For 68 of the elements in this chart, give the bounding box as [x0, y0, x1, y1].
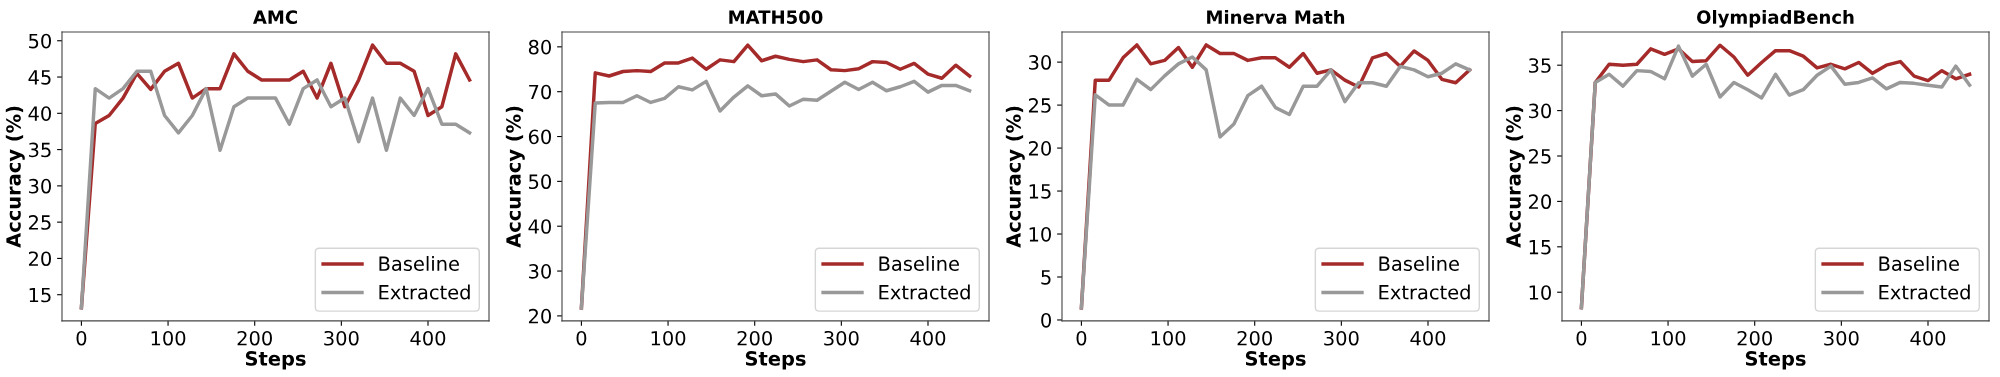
x-axis-title: Steps: [1245, 351, 1306, 370]
chart-title: AMC: [252, 10, 297, 24]
x-tick-label: 0: [76, 330, 87, 346]
y-tick-label: 50: [29, 33, 51, 49]
y-tick-label: 10: [1029, 226, 1051, 242]
x-tick-label: 400: [1910, 330, 1946, 346]
x-tick-label: 100: [151, 330, 186, 346]
x-axis-title: Steps: [1745, 351, 1806, 370]
y-tick-label: 25: [1528, 148, 1551, 164]
x-tick-label: 200: [1237, 330, 1272, 346]
y-tick-label: 15: [1529, 240, 1551, 255]
legend-label: Extracted: [879, 284, 970, 300]
y-tick-label: 45: [28, 70, 51, 85]
x-tick-label: 400: [1410, 330, 1446, 346]
x-axis-title: Steps: [745, 351, 806, 370]
y-tick-label: 20: [28, 251, 51, 267]
y-tick-label: 40: [528, 219, 551, 234]
y-tick-label: 20: [1028, 141, 1051, 156]
y-tick-label: 0: [1041, 312, 1051, 328]
y-tick-label: 10: [1529, 285, 1551, 300]
y-tick-label: 15: [29, 287, 51, 303]
x-tick-label: 200: [237, 330, 272, 346]
y-tick-label: 20: [1528, 194, 1551, 210]
x-axis-title: Steps: [245, 351, 306, 370]
x-tick-label: 0: [1576, 330, 1587, 346]
x-tick-label: 0: [576, 330, 587, 346]
chart-title: MATH500: [729, 10, 823, 24]
y-tick-label: 30: [29, 178, 51, 194]
x-tick-label: 300: [824, 330, 859, 346]
x-tick-label: 0: [1076, 330, 1087, 346]
x-tick-label: 100: [1651, 330, 1686, 346]
y-axis-title: Accuracy (%): [5, 106, 25, 248]
legend-label: Baseline: [379, 255, 459, 272]
y-tick-label: 15: [1029, 184, 1051, 199]
x-tick-label: 400: [410, 330, 446, 346]
chart-title: Minerva Math: [1207, 9, 1345, 24]
legend-label: Extracted: [379, 284, 470, 300]
x-tick-label: 300: [1824, 330, 1859, 346]
y-tick-label: 35: [1529, 58, 1551, 73]
y-tick-label: 25: [28, 215, 51, 230]
y-tick-label: 30: [1529, 103, 1551, 119]
chart-title: OlympiadBench: [1697, 9, 1854, 28]
x-tick-label: 100: [1151, 330, 1186, 346]
y-axis-title: Accuracy (%): [1005, 106, 1025, 248]
legend-label: Extracted: [1879, 284, 1970, 300]
y-tick-label: 60: [528, 129, 551, 145]
y-tick-label: 30: [1029, 55, 1051, 70]
x-tick-label: 300: [324, 330, 359, 346]
y-tick-label: 30: [529, 264, 551, 279]
x-tick-label: 300: [1324, 330, 1359, 346]
y-tick-label: 25: [1028, 98, 1051, 113]
legend-label: Baseline: [1879, 255, 1959, 272]
y-tick-label: 35: [29, 142, 51, 158]
y-tick-label: 80: [528, 39, 551, 55]
y-tick-label: 70: [529, 84, 551, 100]
legend-label: Extracted: [1379, 284, 1470, 300]
x-tick-label: 400: [910, 330, 946, 346]
y-axis-title: Accuracy (%): [505, 106, 525, 248]
y-tick-label: 40: [28, 106, 51, 121]
x-tick-label: 100: [651, 330, 686, 346]
y-axis-title: Accuracy (%): [1505, 106, 1525, 248]
y-tick-label: 5: [1041, 270, 1051, 285]
y-tick-label: 20: [528, 308, 551, 324]
x-tick-label: 200: [737, 330, 772, 346]
legend-label: Baseline: [879, 255, 959, 272]
legend-label: Baseline: [1379, 255, 1459, 272]
y-tick-label: 50: [529, 174, 551, 190]
x-tick-label: 200: [1737, 330, 1772, 346]
